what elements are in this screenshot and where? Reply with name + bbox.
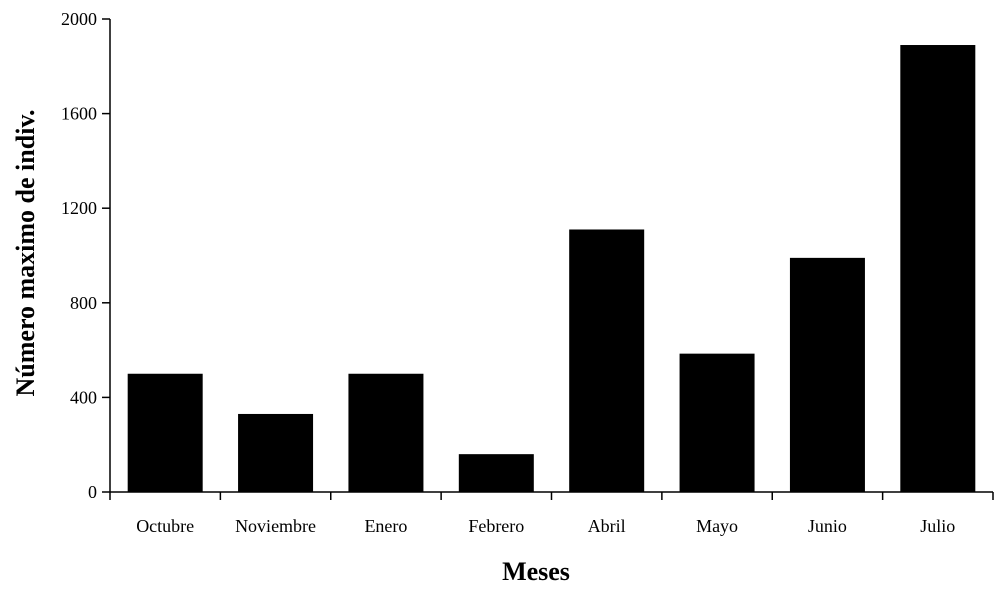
y-tick-label: 800 xyxy=(70,293,97,313)
bars-layer xyxy=(127,45,976,493)
x-tick-label: Enero xyxy=(364,516,407,536)
bar-mayo xyxy=(679,353,755,492)
y-tick-label: 2000 xyxy=(61,9,97,29)
bar-abril xyxy=(569,229,645,493)
ticks-layer: 0 400 800 1200 1600 2000 Octubre Noviembre Enero… xyxy=(61,9,994,536)
bar-noviembre xyxy=(238,413,314,492)
bar-enero xyxy=(348,373,424,492)
bar-octubre xyxy=(127,373,203,492)
y-tick-label: 1600 xyxy=(61,104,97,124)
x-tick-label: Febrero xyxy=(468,516,524,536)
x-tick-label: Octubre xyxy=(136,516,194,536)
x-axis-title: Meses xyxy=(502,557,570,586)
x-tick-label: Noviembre xyxy=(235,516,316,536)
y-tick-label: 400 xyxy=(70,387,97,407)
x-tick-label: Julio xyxy=(920,516,955,536)
y-axis-title: Número maximo de indiv. xyxy=(11,110,40,397)
x-tick-label: Mayo xyxy=(696,516,738,536)
y-tick-label: 1200 xyxy=(61,198,97,218)
x-tick-label: Junio xyxy=(808,516,847,536)
bar-julio xyxy=(900,45,976,492)
x-tick-label: Abril xyxy=(588,516,626,536)
bar-febrero xyxy=(458,454,534,492)
y-tick-label: 0 xyxy=(88,482,97,502)
bar-junio xyxy=(789,257,865,492)
